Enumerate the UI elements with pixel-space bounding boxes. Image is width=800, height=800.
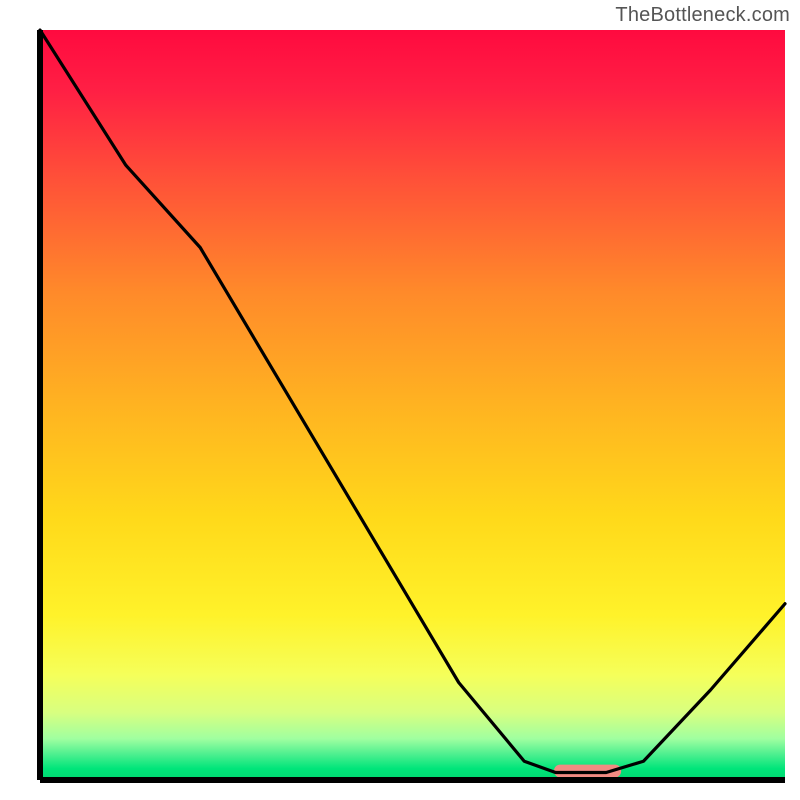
bottleneck-chart	[0, 0, 800, 800]
plot-background	[40, 30, 785, 780]
watermark-text: TheBottleneck.com	[615, 4, 790, 27]
